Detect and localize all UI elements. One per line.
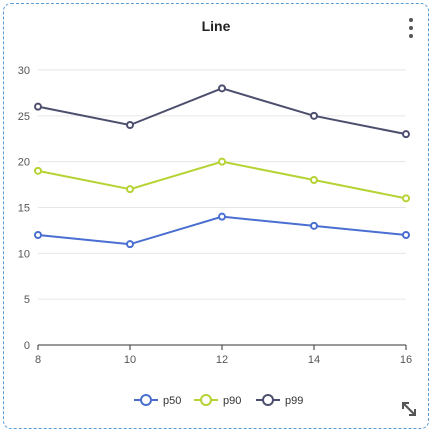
chart-card: Line xyxy=(3,3,429,429)
legend-marker-p90 xyxy=(200,394,212,406)
data-point-p50-1 xyxy=(126,240,134,249)
x-tick-label-4: 16 xyxy=(400,354,412,366)
x-tick-label-0: 8 xyxy=(35,354,41,366)
data-point-p50-2 xyxy=(218,212,226,221)
data-point-p99-0 xyxy=(34,102,42,111)
data-point-p90-1 xyxy=(126,185,134,194)
y-tick-label-2: 10 xyxy=(18,248,30,260)
legend-marker-p50 xyxy=(140,394,152,406)
legend-label-p50: p50 xyxy=(163,395,181,407)
series-line-p90 xyxy=(37,160,407,200)
series-line-p99 xyxy=(37,87,407,136)
y-tick-label-4: 20 xyxy=(18,157,30,169)
data-point-p90-3 xyxy=(310,176,318,184)
legend-item-p90[interactable]: p90 xyxy=(194,394,241,407)
legend-item-p99[interactable]: p99 xyxy=(256,394,303,407)
data-point-p50-4 xyxy=(402,231,410,239)
more-options-icon[interactable] xyxy=(406,18,416,38)
y-tick-label-3: 15 xyxy=(18,203,30,215)
x-tick-label-2: 12 xyxy=(216,354,228,366)
resize-icon[interactable] xyxy=(400,400,418,418)
data-point-p90-2 xyxy=(218,157,226,166)
data-point-p99-1 xyxy=(126,121,134,129)
legend-label-p90: p90 xyxy=(223,395,241,407)
y-tick-label-5: 25 xyxy=(18,111,30,123)
legend-item-p50[interactable]: p50 xyxy=(134,394,181,407)
y-tick-label-6: 30 xyxy=(18,65,30,77)
legend-marker-p99 xyxy=(262,394,274,406)
data-point-p99-2 xyxy=(218,84,226,93)
x-tick-label-1: 10 xyxy=(124,354,136,366)
y-tick-label-1: 5 xyxy=(24,294,30,306)
legend-label-p99: p99 xyxy=(285,395,303,407)
y-tick-label-0: 0 xyxy=(24,340,30,352)
x-tick-label-3: 14 xyxy=(308,354,320,366)
chart-title: Line xyxy=(201,18,231,34)
data-point-p90-0 xyxy=(34,166,42,175)
data-point-p99-3 xyxy=(310,111,318,120)
series-line-p50 xyxy=(37,215,407,246)
data-point-p99-4 xyxy=(402,130,410,139)
data-point-p50-3 xyxy=(310,221,318,230)
data-point-p50-0 xyxy=(34,231,42,239)
data-point-p90-4 xyxy=(402,194,410,203)
